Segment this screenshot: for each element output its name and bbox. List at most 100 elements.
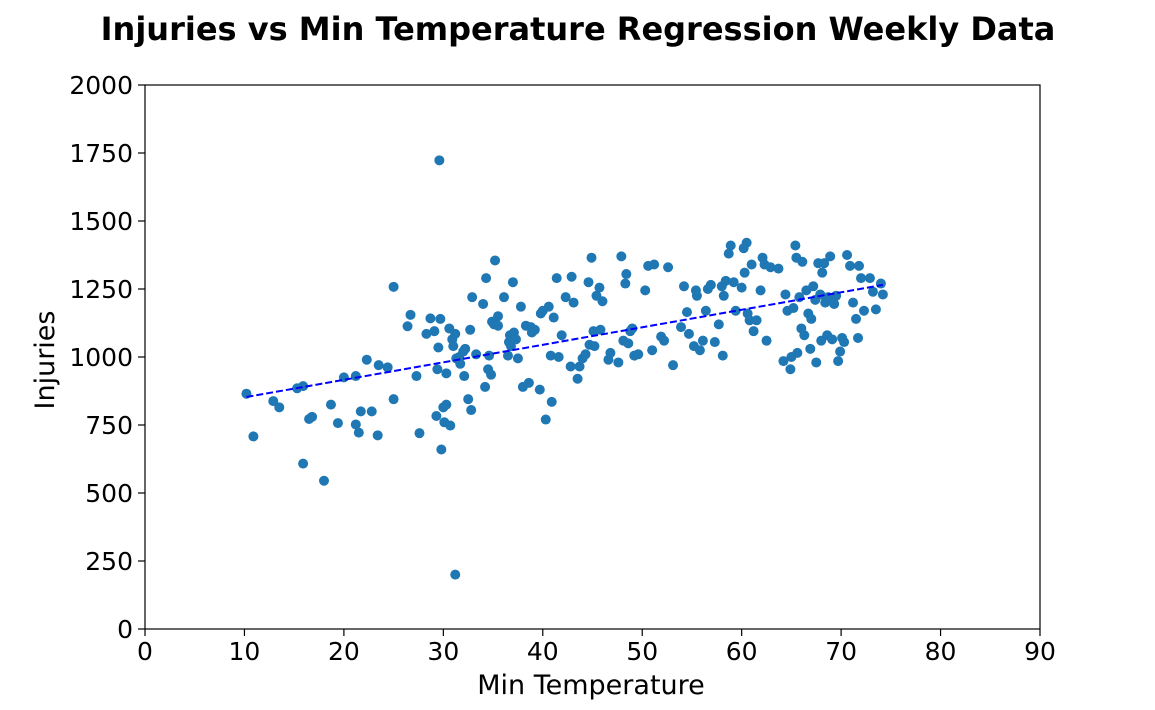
scatter-point [510, 334, 521, 345]
x-tick-label: 40 [527, 637, 559, 666]
scatter-point [736, 282, 747, 293]
scatter-point [739, 267, 750, 278]
y-tick-label: 750 [85, 411, 133, 440]
scatter-point [298, 458, 309, 469]
scatter-point [633, 349, 644, 360]
scatter-point [540, 414, 551, 425]
scatter-point [586, 252, 597, 263]
scatter-point [663, 262, 674, 273]
y-tick-label: 500 [85, 479, 133, 508]
scatter-point [741, 237, 752, 248]
scatter-point [605, 347, 616, 358]
scatter-point [580, 349, 591, 360]
scatter-point [723, 248, 734, 259]
scatter-point [523, 377, 534, 388]
scatter-point [827, 334, 838, 345]
scatter-point [595, 324, 606, 335]
scatter-point [746, 259, 757, 270]
y-tick-label: 2000 [69, 71, 133, 100]
scatter-point [551, 273, 562, 284]
scatter-point [785, 364, 796, 375]
scatter-point [668, 360, 679, 371]
scatter-point [728, 277, 739, 288]
scatter-point [361, 354, 372, 365]
x-tick-label: 80 [925, 637, 957, 666]
scatter-point [805, 343, 816, 354]
scatter-point [465, 324, 476, 335]
scatter-point [382, 362, 393, 373]
scatter-point [411, 371, 422, 382]
scatter-point [332, 418, 343, 429]
scatter-point [620, 278, 631, 289]
scatter-point [466, 405, 477, 416]
scatter-point [725, 240, 736, 251]
scatter-point [720, 275, 731, 286]
scatter-point [402, 321, 413, 332]
scatter-point [566, 271, 577, 282]
scatter-point [717, 350, 728, 361]
scatter-points [241, 155, 888, 580]
scatter-point [858, 305, 869, 316]
scatter-point [877, 289, 888, 300]
scatter-point [373, 360, 384, 371]
scatter-point [529, 324, 540, 335]
scatter-point [543, 301, 554, 312]
y-tick-label: 1500 [69, 207, 133, 236]
y-tick-label: 1000 [69, 343, 133, 372]
scatter-point [817, 267, 828, 278]
scatter-point [825, 251, 836, 262]
scatter-point [388, 281, 399, 292]
scatter-point [480, 381, 491, 392]
scatter-point [493, 311, 504, 322]
scatter-point [467, 292, 478, 303]
y-axis-ticks: 0 250 500 750 1000 1250 1500 1750 2000 [69, 71, 145, 644]
x-tick-label: 90 [1024, 637, 1056, 666]
scatter-point [856, 273, 866, 284]
scatter-point [553, 352, 564, 362]
scatter-point [512, 353, 523, 364]
scatter-point [659, 335, 670, 346]
x-tick-label: 0 [137, 637, 153, 666]
scatter-point [434, 155, 445, 166]
x-axis-label: Min Temperature [477, 670, 705, 701]
scatter-point [463, 394, 474, 405]
scatter-point [556, 330, 567, 341]
x-axis-ticks: 0 10 20 30 40 50 60 70 80 90 [137, 629, 1056, 666]
scatter-point [835, 346, 846, 357]
scatter-point [845, 260, 856, 271]
y-tick-label: 250 [85, 547, 133, 576]
scatter-point [388, 394, 399, 405]
scatter-point [353, 427, 364, 438]
scatter-point [792, 347, 803, 358]
scatter-point [445, 420, 456, 431]
scatter-point [851, 313, 862, 324]
scatter-point [448, 341, 459, 352]
scatter-point [565, 361, 576, 372]
scatter-point [450, 328, 461, 339]
scatter-point [623, 338, 634, 349]
scatter-point [355, 406, 366, 417]
scatter-point [709, 337, 720, 348]
scatter-point [870, 304, 881, 315]
scatter-point [498, 292, 509, 303]
scatter-point [372, 430, 383, 441]
scatter-point [574, 361, 585, 372]
scatter-point [248, 431, 259, 442]
scatter-point [507, 277, 518, 288]
scatter-point [799, 330, 810, 341]
scatter-point [780, 289, 791, 300]
scatter-point [421, 328, 432, 339]
scatter-point [788, 303, 799, 314]
scatter-point [298, 381, 309, 392]
scatter-point [765, 262, 776, 273]
scatter-point [797, 256, 808, 267]
scatter-point [274, 402, 285, 413]
scatter-point [678, 281, 689, 292]
scatter-point [583, 277, 594, 288]
scatter-point [713, 319, 724, 330]
scatter-point [502, 350, 513, 361]
scatter-point [546, 396, 557, 407]
scatter-point [484, 350, 495, 361]
scatter-point [432, 364, 443, 375]
